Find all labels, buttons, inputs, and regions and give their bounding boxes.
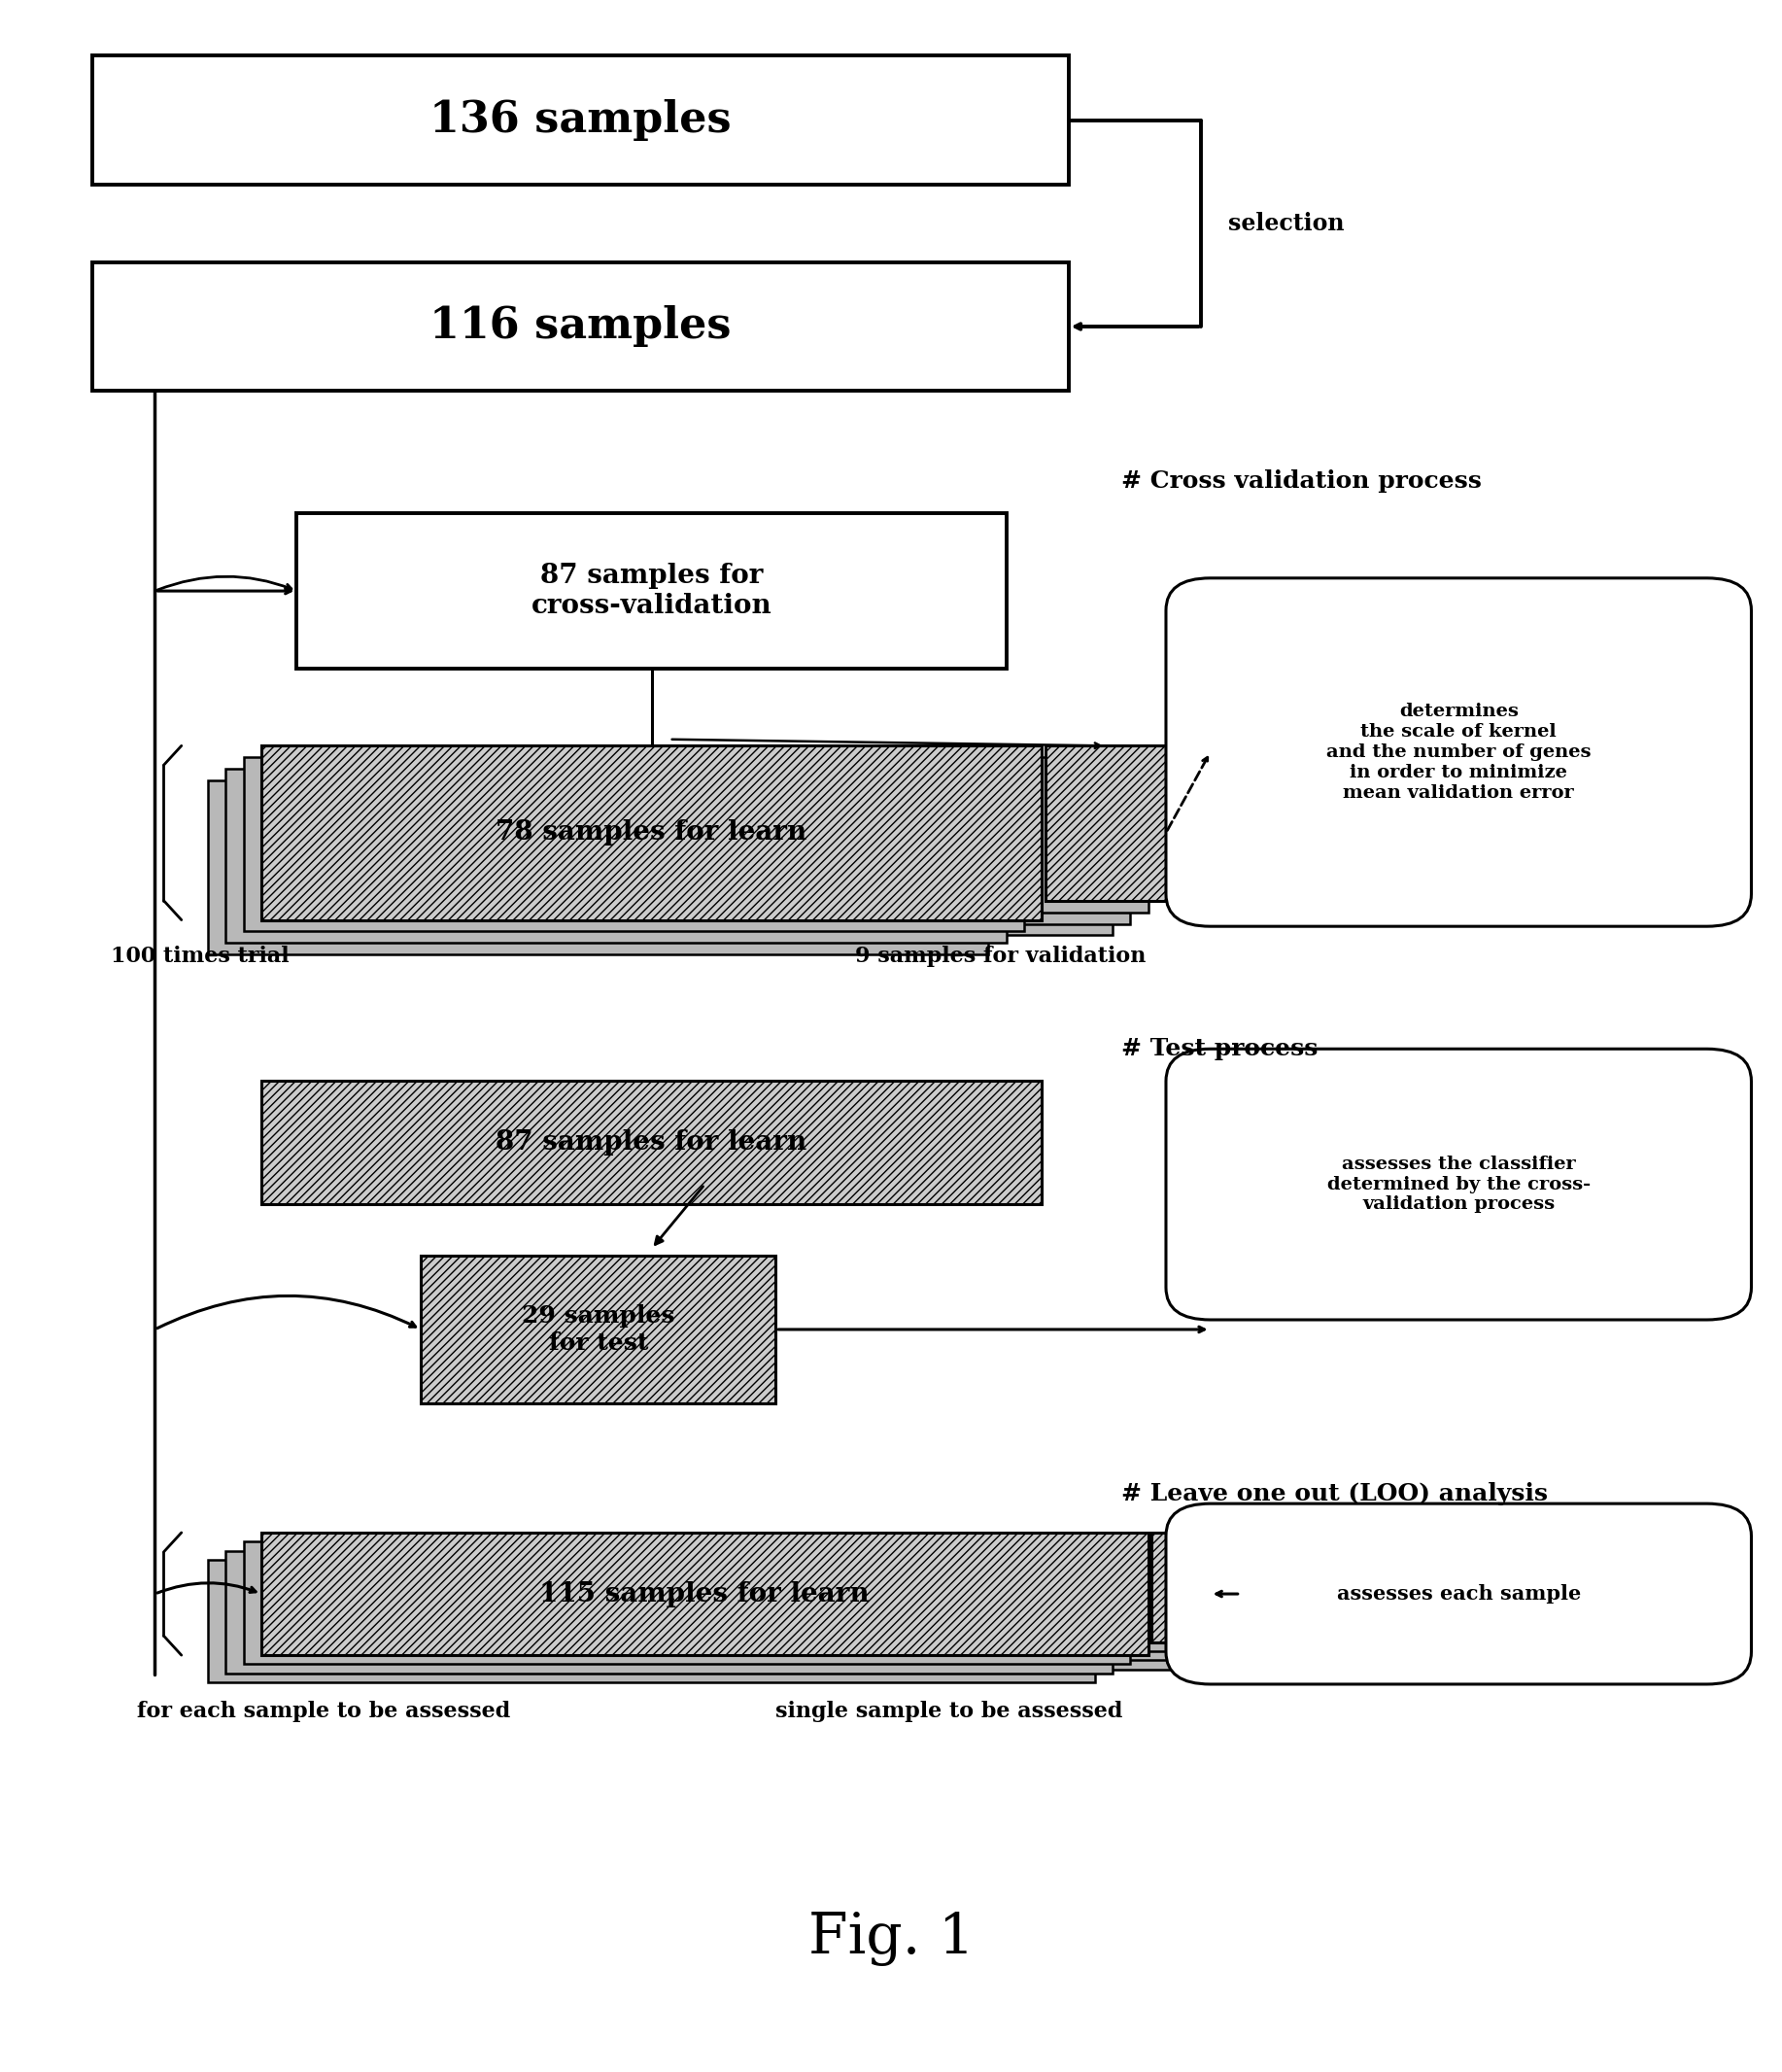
Bar xyxy=(93,56,1069,184)
FancyBboxPatch shape xyxy=(1165,1504,1752,1685)
Text: # Test process: # Test process xyxy=(1121,1038,1319,1061)
Bar xyxy=(208,1560,1094,1682)
Bar xyxy=(244,1542,1130,1664)
Bar xyxy=(1098,1560,1187,1670)
Bar xyxy=(226,769,1007,943)
FancyBboxPatch shape xyxy=(1165,1048,1752,1320)
FancyBboxPatch shape xyxy=(1165,578,1752,926)
Text: 87 samples for learn: 87 samples for learn xyxy=(495,1129,807,1156)
Text: selection: selection xyxy=(1228,211,1344,234)
Text: Fig. 1: Fig. 1 xyxy=(807,1912,975,1966)
Bar xyxy=(993,781,1112,934)
Bar xyxy=(262,1082,1042,1204)
Bar xyxy=(1116,1550,1205,1660)
Bar xyxy=(298,514,1007,669)
Text: assesses each sample: assesses each sample xyxy=(1336,1585,1581,1604)
Text: # Cross validation process: # Cross validation process xyxy=(1121,470,1483,493)
Bar xyxy=(226,1550,1112,1674)
Bar xyxy=(1151,1533,1240,1643)
Bar xyxy=(208,781,989,955)
Text: 116 samples: 116 samples xyxy=(429,307,731,348)
Text: 78 samples for learn: 78 samples for learn xyxy=(495,821,807,845)
Bar xyxy=(244,758,1025,932)
Text: 9 samples for validation: 9 samples for validation xyxy=(855,945,1146,968)
Bar xyxy=(1133,1542,1222,1651)
Text: 29 samples
for test: 29 samples for test xyxy=(522,1303,675,1355)
Bar xyxy=(1028,758,1148,912)
Bar xyxy=(93,261,1069,392)
Text: single sample to be assessed: single sample to be assessed xyxy=(775,1701,1123,1722)
Bar xyxy=(262,746,1042,920)
Text: 136 samples: 136 samples xyxy=(429,99,731,141)
Text: 115 samples for learn: 115 samples for learn xyxy=(540,1581,870,1608)
Text: 87 samples for
cross-validation: 87 samples for cross-validation xyxy=(531,564,772,620)
Bar xyxy=(1046,746,1165,901)
Text: # Leave one out (LOO) analysis: # Leave one out (LOO) analysis xyxy=(1121,1481,1549,1506)
Bar xyxy=(262,1533,1148,1656)
Text: 100 times trial: 100 times trial xyxy=(110,945,289,968)
Text: for each sample to be assessed: for each sample to be assessed xyxy=(137,1701,510,1722)
Text: determines
the scale of kernel
and the number of genes
in order to minimize
mean: determines the scale of kernel and the n… xyxy=(1326,702,1591,802)
Bar xyxy=(421,1256,775,1403)
Text: assesses the classifier
determined by the cross-
validation process: assesses the classifier determined by th… xyxy=(1328,1156,1590,1214)
Bar xyxy=(1010,769,1130,924)
